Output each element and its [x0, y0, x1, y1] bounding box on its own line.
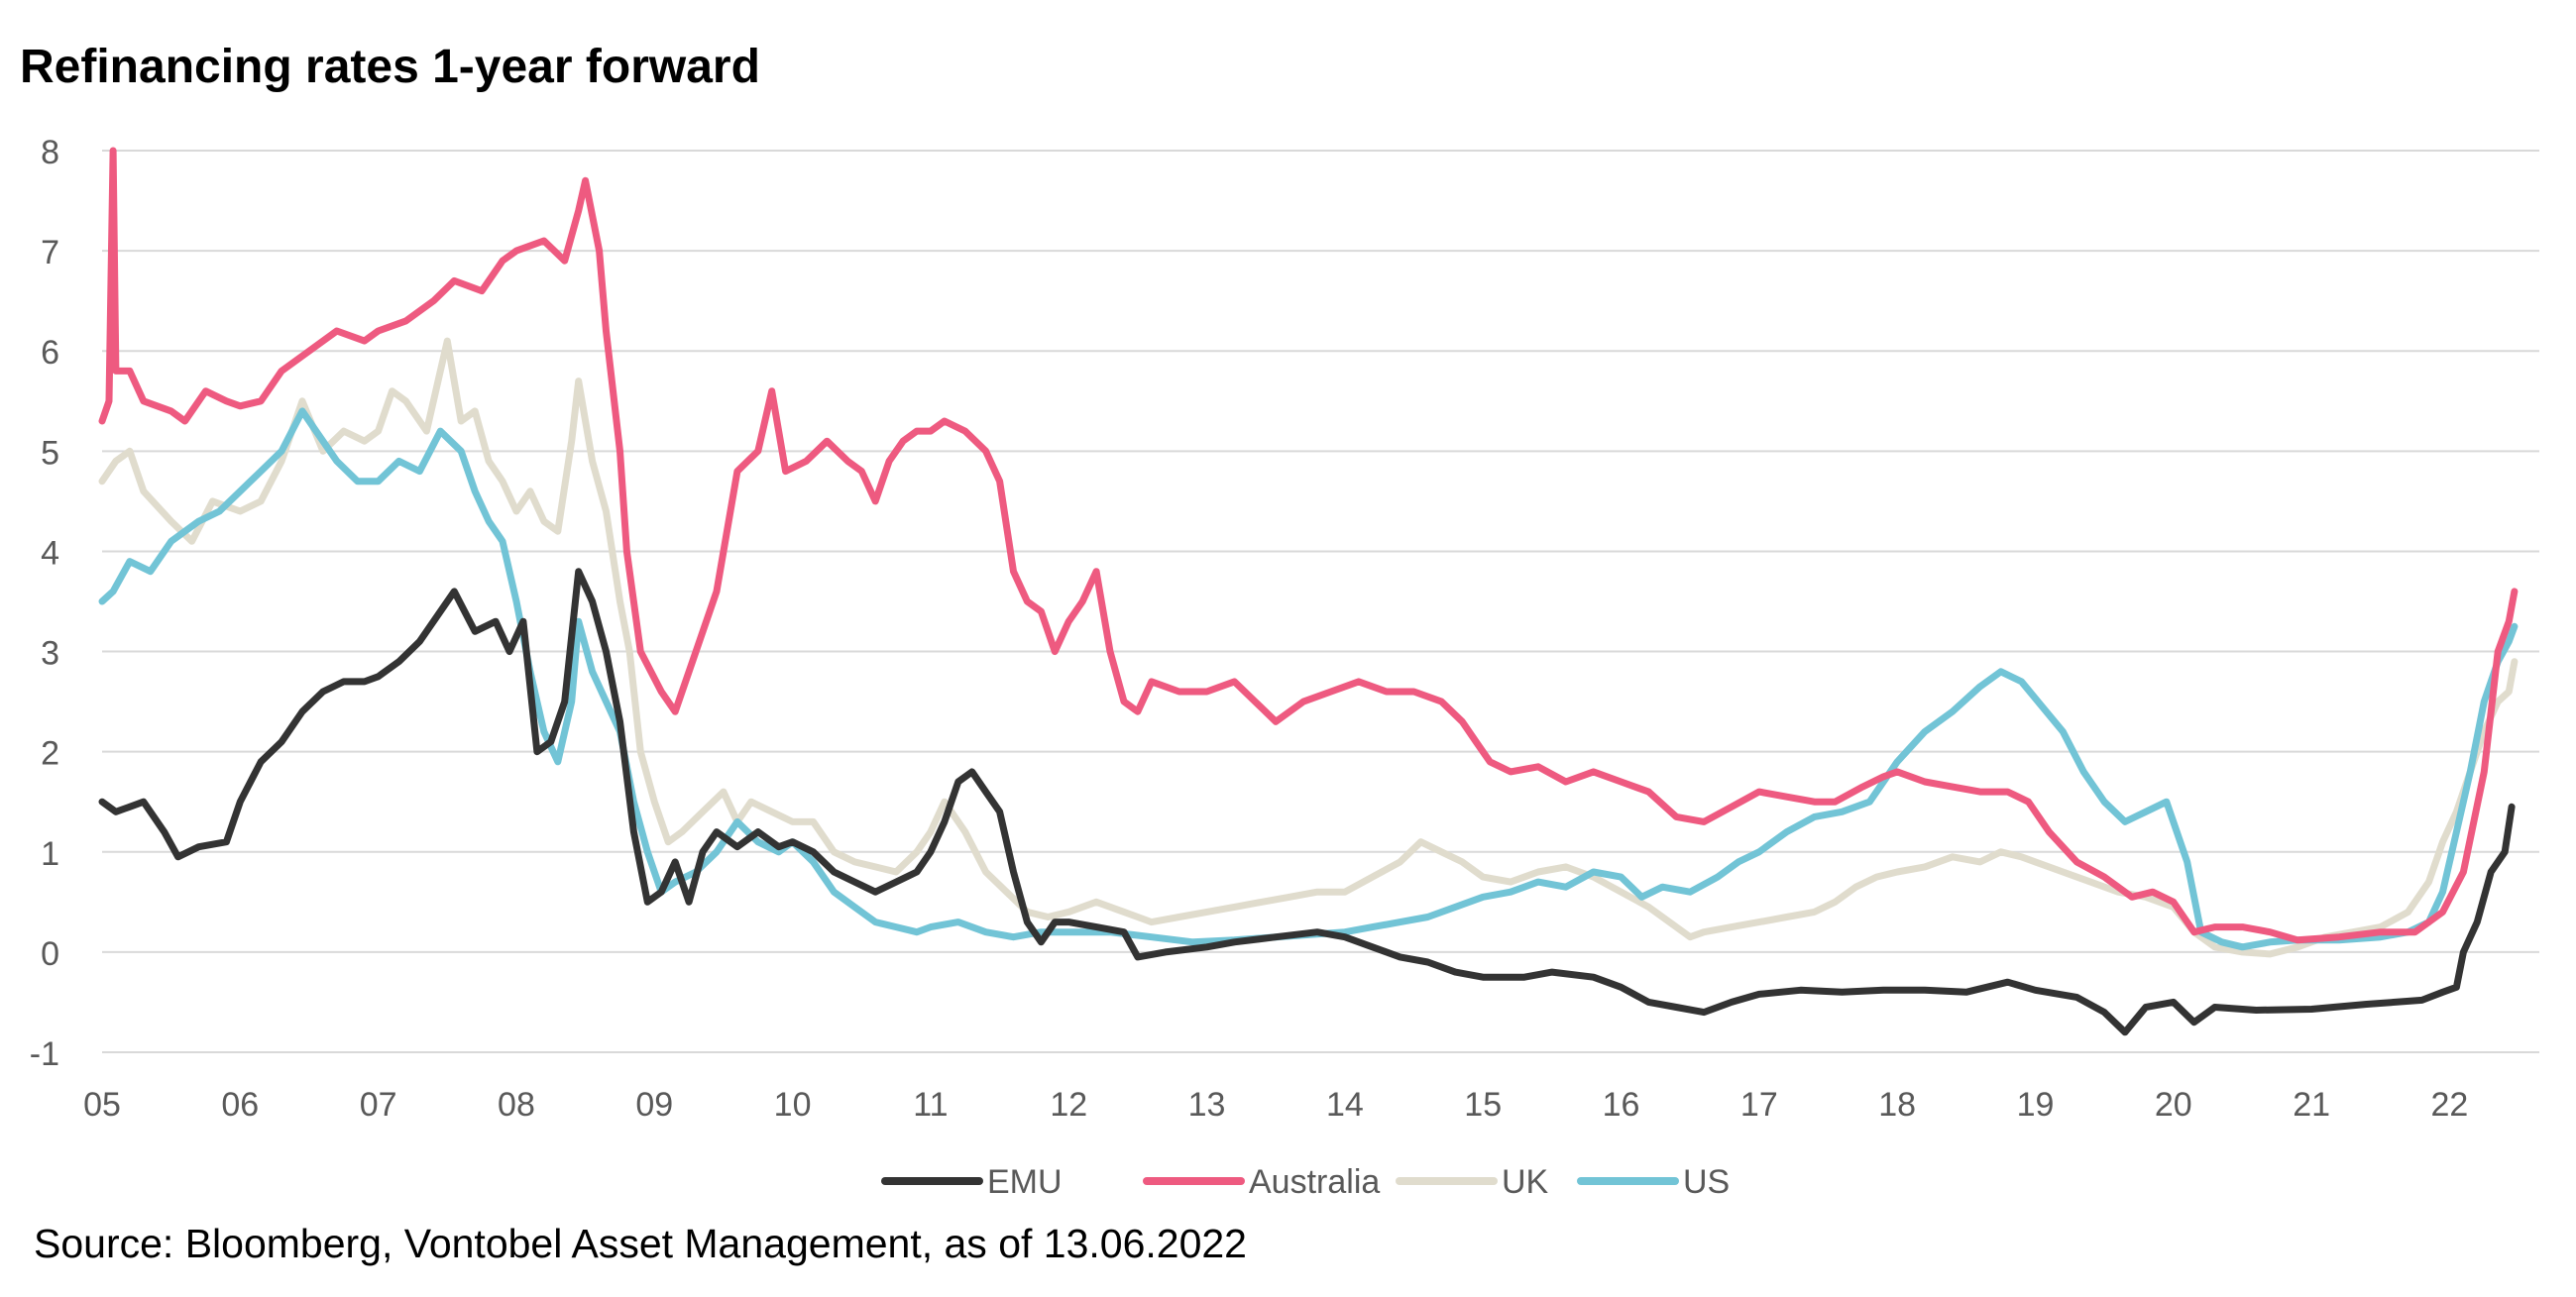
x-tick-label: 07 — [360, 1086, 397, 1124]
x-tick-label: 08 — [498, 1086, 535, 1124]
y-tick-label: 6 — [41, 334, 59, 372]
y-tick-label: -1 — [30, 1035, 59, 1073]
source-note: Source: Bloomberg, Vontobel Asset Manage… — [34, 1221, 1247, 1266]
x-tick-label: 13 — [1188, 1086, 1226, 1124]
x-tick-label: 10 — [774, 1086, 812, 1124]
x-tick-label: 09 — [635, 1086, 673, 1124]
x-tick-label: 14 — [1326, 1086, 1364, 1124]
y-tick-label: 0 — [41, 935, 59, 973]
series-lines — [98, 147, 2519, 1036]
x-tick-label: 12 — [1050, 1086, 1087, 1124]
series-line-uk — [98, 337, 2519, 958]
y-tick-label: 1 — [41, 835, 59, 873]
x-tick-label: 15 — [1464, 1086, 1502, 1124]
y-tick-label: 5 — [41, 434, 59, 472]
x-tick-label: 18 — [1878, 1086, 1916, 1124]
y-tick-label: 2 — [41, 735, 59, 773]
x-tick-label: 21 — [2293, 1086, 2330, 1124]
x-axis-ticks: 05 06 07 08 09 10 11 12 13 14 15 16 17 18 19 20 21 22 — [83, 1086, 2468, 1124]
gridlines — [102, 150, 2539, 1053]
x-tick-label: 19 — [2017, 1086, 2055, 1124]
series-line-us — [98, 407, 2519, 951]
y-tick-label: 4 — [41, 534, 59, 572]
legend: EMU Australia UK US — [881, 1163, 1730, 1201]
series-line-australia — [98, 147, 2519, 944]
y-axis-ticks: 8 7 6 5 4 3 2 1 0 -1 — [30, 134, 59, 1073]
x-tick-label: 17 — [1740, 1086, 1778, 1124]
legend-label-emu: EMU — [987, 1163, 1063, 1201]
legend-label-uk: UK — [1502, 1163, 1549, 1201]
y-tick-label: 7 — [41, 234, 59, 271]
x-tick-label: 16 — [1603, 1086, 1640, 1124]
y-tick-label: 8 — [41, 134, 59, 171]
x-tick-label: 20 — [2155, 1086, 2192, 1124]
series-line-emu — [98, 568, 2516, 1036]
x-tick-label: 11 — [913, 1086, 948, 1124]
y-tick-label: 3 — [41, 635, 59, 673]
chart-title: Refinancing rates 1-year forward — [20, 41, 760, 93]
x-tick-label: 05 — [83, 1086, 121, 1124]
legend-label-us: US — [1683, 1163, 1730, 1201]
legend-label-australia: Australia — [1249, 1163, 1380, 1201]
x-tick-label: 06 — [221, 1086, 259, 1124]
x-tick-label: 22 — [2431, 1086, 2469, 1124]
